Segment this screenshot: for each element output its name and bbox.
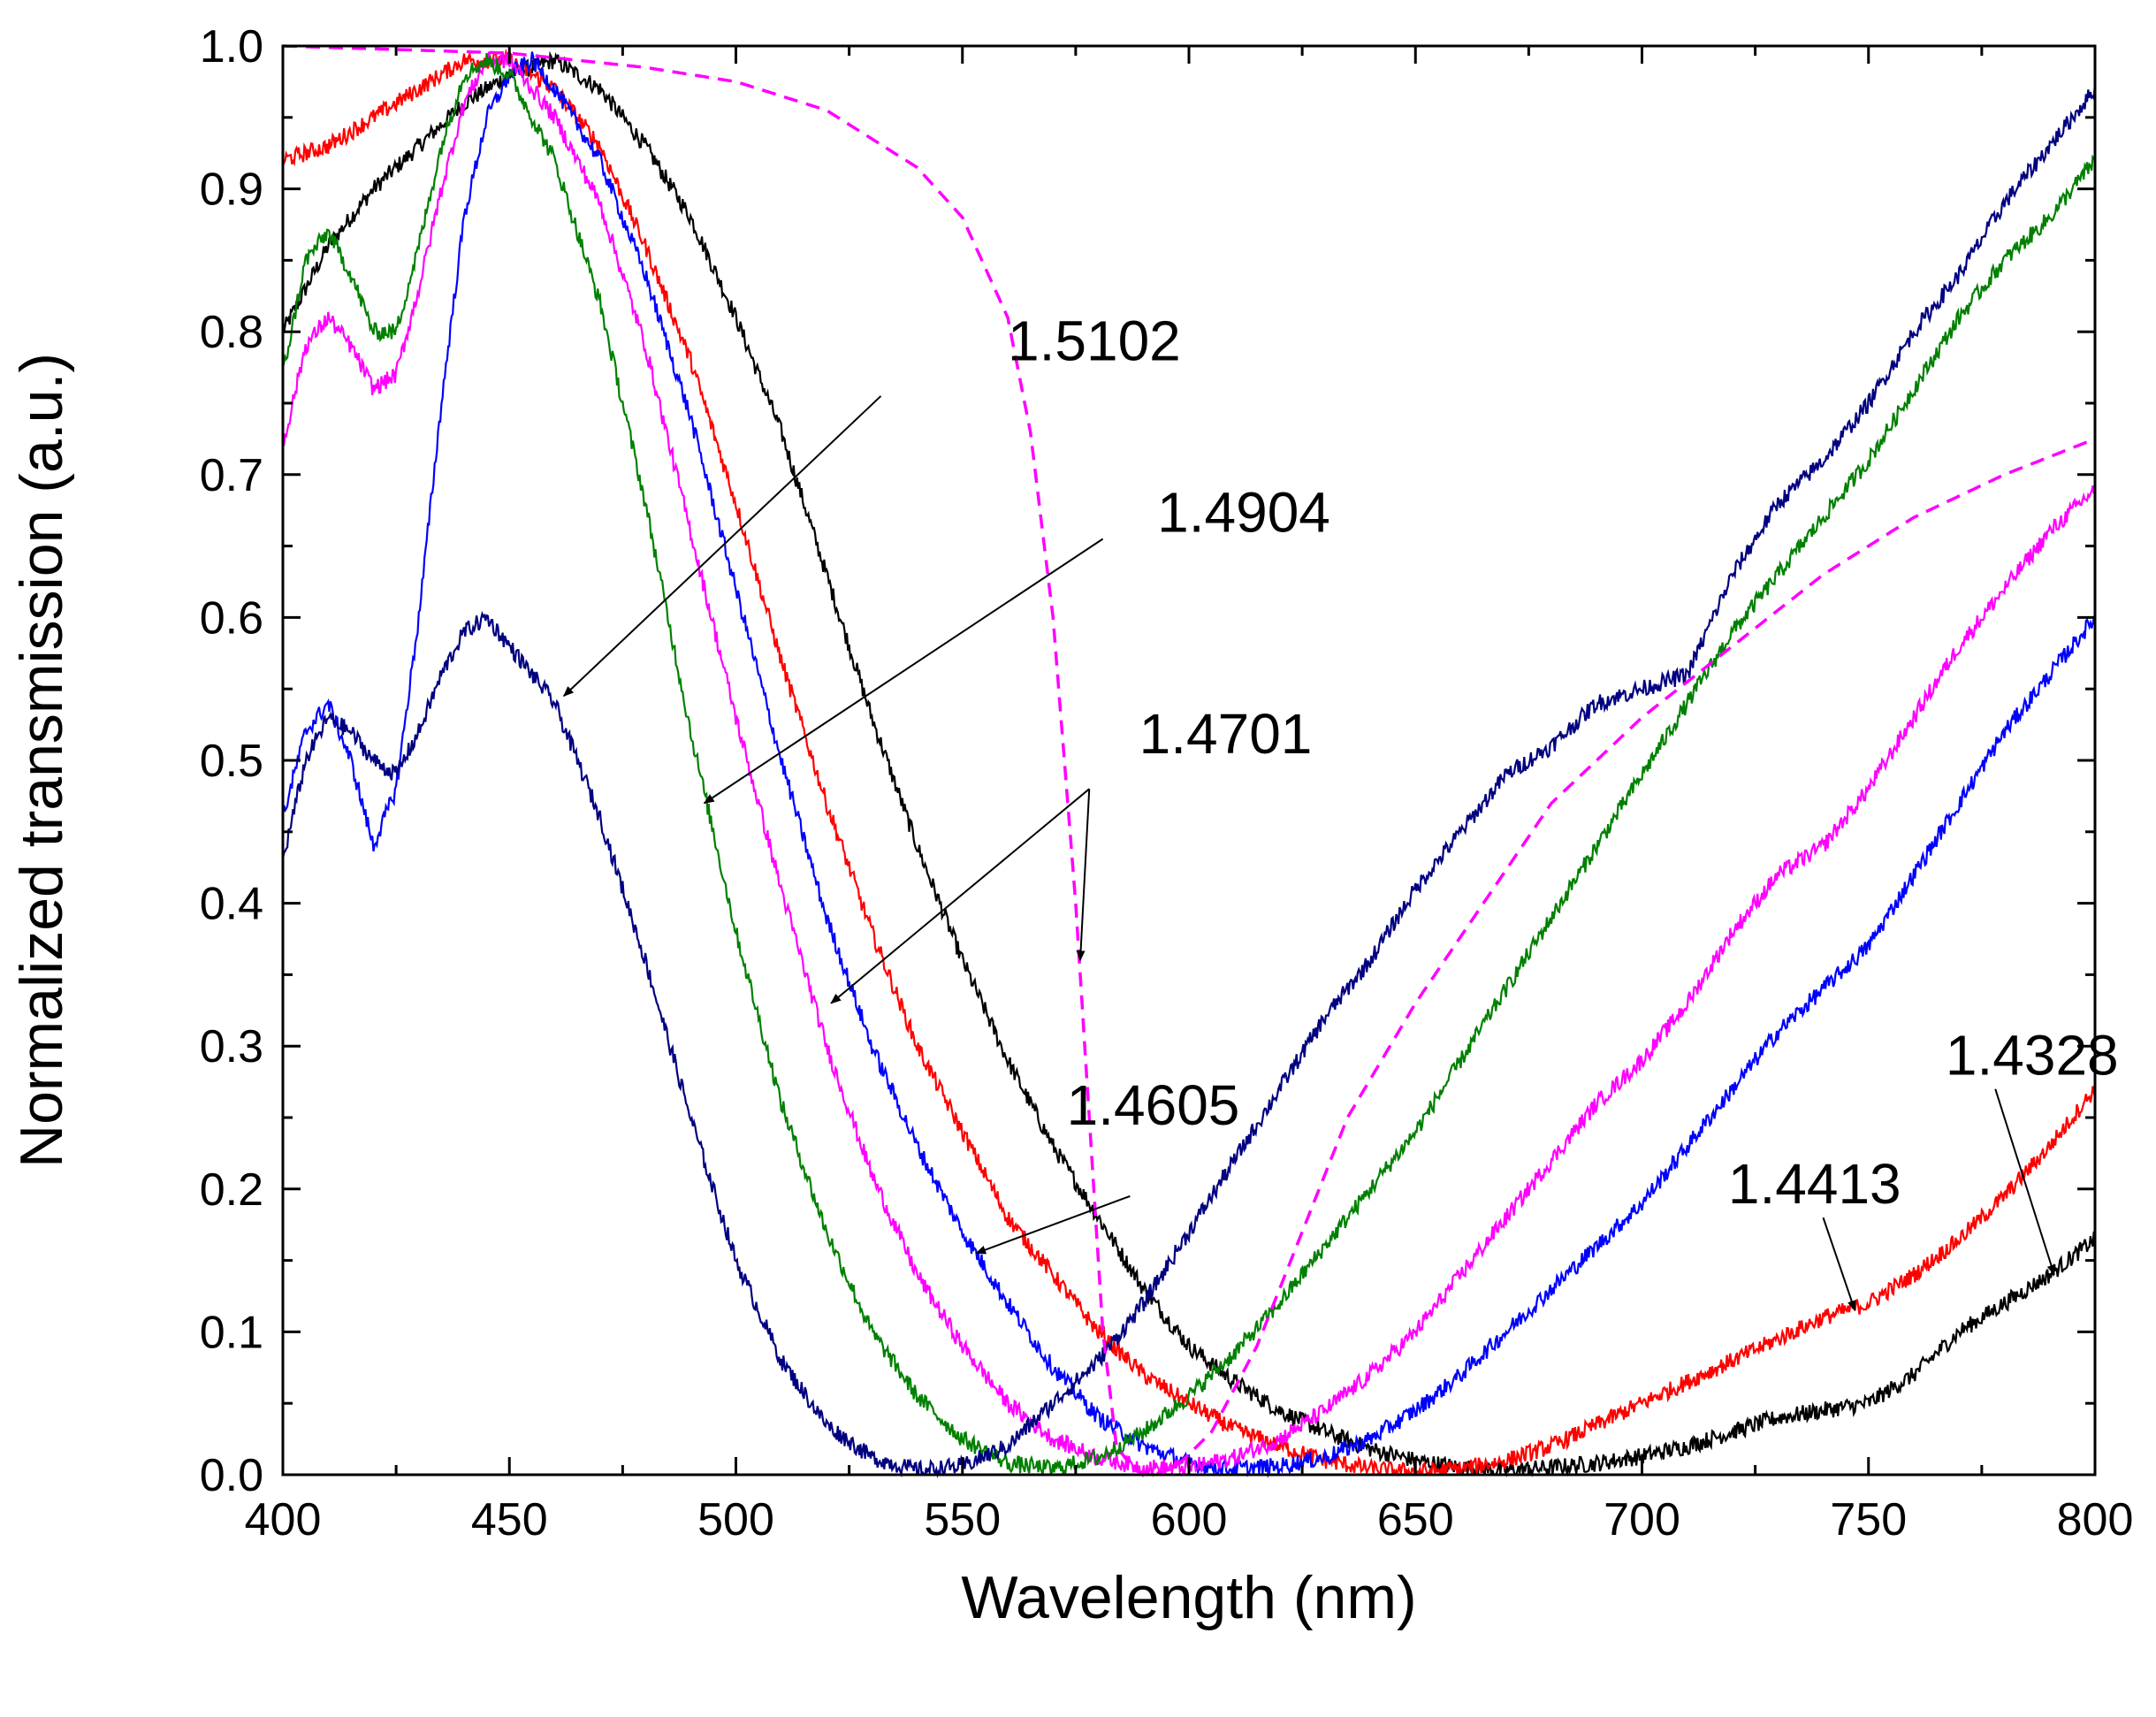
- x-tick-label: 450: [471, 1494, 548, 1545]
- series-line-1.4904: [281, 52, 2096, 1476]
- y-tick-label: 0.7: [200, 450, 263, 501]
- annotation-arrow: [975, 1194, 1131, 1255]
- y-tick-label: 0.8: [200, 307, 263, 358]
- annotation-arrow: [830, 788, 1090, 1004]
- y-tick-label: 1.0: [200, 21, 263, 72]
- x-tick-label: 500: [697, 1494, 774, 1545]
- annotation-arrow: [1076, 789, 1091, 962]
- y-axis-label: Normalized transmission (a.u.): [8, 353, 75, 1168]
- annotation-label: 1.4701: [1139, 702, 1313, 766]
- x-tick-label: 400: [245, 1494, 322, 1545]
- annotation-arrow: [1822, 1217, 1856, 1312]
- x-tick-label: 650: [1377, 1494, 1454, 1545]
- annotation-label: 1.4413: [1728, 1152, 1901, 1216]
- annotation-label: 1.4904: [1157, 480, 1330, 544]
- annotation-label: 1.4328: [1946, 1024, 2119, 1087]
- series-line-dashed-6: [282, 44, 2096, 1477]
- annotation-label: 1.4605: [1067, 1073, 1240, 1137]
- y-tick-label: 0.9: [200, 164, 263, 216]
- annotation-arrow: [1994, 1088, 2056, 1276]
- y-tick-label: 0.1: [200, 1307, 263, 1358]
- series-line-1.4413: [282, 48, 2097, 1477]
- tick-layer: 400 450 500 550 600 650 700 750 800 0.0 0.1 0.2 0.3 0…: [200, 21, 2134, 1545]
- x-tick-label: 700: [1604, 1494, 1680, 1545]
- annotation-arrow: [703, 538, 1104, 805]
- series-line-1.4328: [281, 50, 2097, 1478]
- series-line-1.5102: [281, 82, 2097, 1478]
- series-layer: [281, 44, 2097, 1479]
- x-tick-label: 800: [2057, 1494, 2134, 1545]
- y-tick-label: 0.4: [200, 879, 263, 930]
- annotation-arrow: [563, 395, 882, 698]
- x-tick-label: 550: [924, 1494, 1001, 1545]
- annotation-layer: 1.5102 1.4904 1.4701 1.4605 1.4413 1.4328: [563, 309, 2119, 1312]
- series-line-1.4605: [281, 51, 2097, 1479]
- y-tick-label: 0.6: [200, 592, 263, 644]
- x-axis-label: Wavelength (nm): [961, 1564, 1416, 1631]
- annotation-label: 1.5102: [1008, 309, 1181, 373]
- y-tick-label: 0.5: [200, 736, 263, 787]
- y-tick-label: 0.0: [200, 1450, 263, 1501]
- y-tick-label: 0.3: [200, 1021, 263, 1072]
- y-tick-label: 0.2: [200, 1164, 263, 1216]
- x-tick-label: 750: [1830, 1494, 1907, 1545]
- x-tick-label: 600: [1151, 1494, 1228, 1545]
